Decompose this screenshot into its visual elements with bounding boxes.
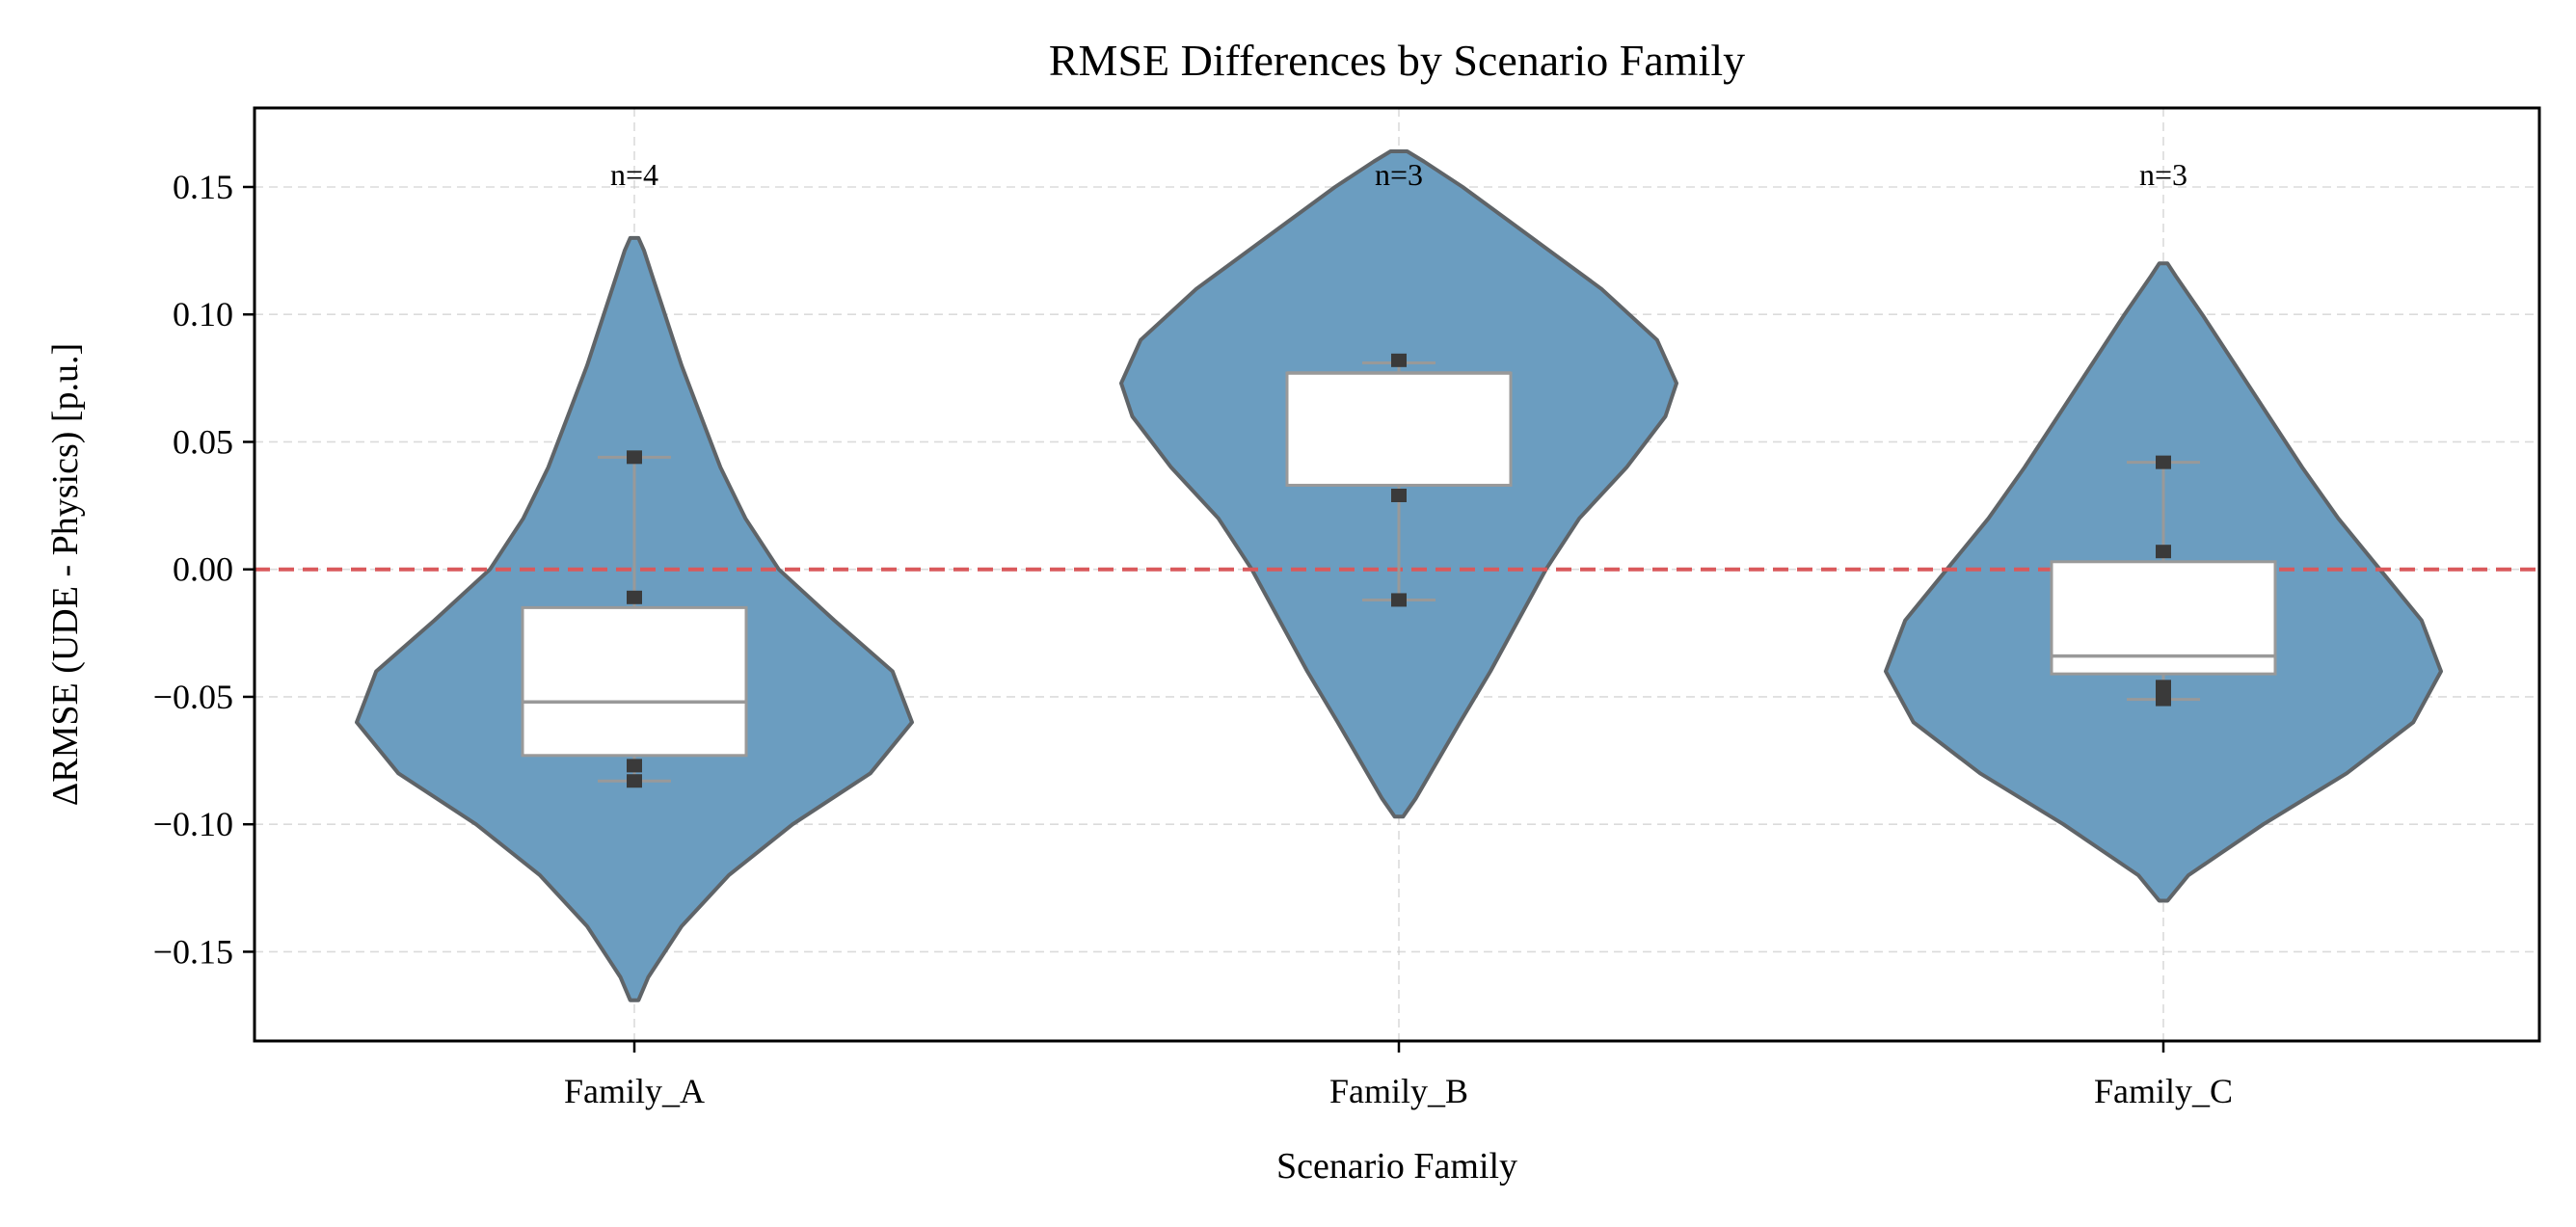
- x-axis-label: Scenario Family: [1276, 1146, 1517, 1187]
- count-label-family-a: n=4: [610, 157, 658, 192]
- y-tick-label: −0.10: [153, 805, 233, 843]
- chart-title: RMSE Differences by Scenario Family: [1049, 36, 1745, 85]
- count-label-layer: n=4 n=3 n=3: [610, 157, 2187, 192]
- x-tick-label: Family_A: [564, 1072, 705, 1110]
- data-point: [1391, 593, 1407, 607]
- count-label-family-c: n=3: [2139, 157, 2187, 192]
- data-point: [2156, 545, 2171, 559]
- y-tick-label: 0.00: [173, 550, 233, 589]
- box-family-b: [1285, 371, 1513, 487]
- data-point: [627, 450, 642, 465]
- data-point: [1391, 489, 1407, 503]
- y-axis-label: ΔRMSE (UDE - Physics) [p.u.]: [45, 343, 86, 806]
- box-family-a: [521, 605, 748, 758]
- count-label-family-b: n=3: [1375, 157, 1423, 192]
- y-tick-label: 0.15: [173, 168, 233, 206]
- y-tick-label: −0.15: [153, 932, 233, 971]
- x-tick-label: Family_C: [2094, 1072, 2233, 1110]
- data-point: [2156, 680, 2171, 694]
- y-tick-label: 0.10: [173, 295, 233, 333]
- box-layer: [521, 353, 2277, 788]
- plot-frame: [253, 106, 2541, 1043]
- data-point: [627, 590, 642, 604]
- x-axis-ticks: Family_A Family_B Family_C: [564, 1041, 2233, 1110]
- data-point: [2156, 455, 2171, 469]
- data-point: [627, 759, 642, 773]
- y-tick-label: 0.05: [173, 422, 233, 461]
- data-point: [2156, 692, 2171, 707]
- data-point: [627, 774, 642, 788]
- y-axis-ticks: −0.15 −0.10 −0.05 0.00 0.05 0.10 0.15: [153, 168, 255, 971]
- x-tick-label: Family_B: [1329, 1072, 1468, 1110]
- data-point: [1391, 353, 1407, 367]
- y-tick-label: −0.05: [153, 678, 233, 716]
